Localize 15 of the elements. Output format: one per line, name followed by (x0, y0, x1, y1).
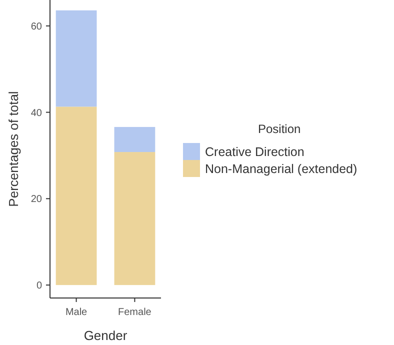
y-tick-label: 20 (30, 194, 42, 206)
y-tick-label: 0 (36, 280, 42, 292)
bar (56, 10, 97, 107)
x-axis-title: Gender (84, 328, 128, 343)
bar (114, 126, 156, 152)
legend-label: Creative Direction (205, 145, 304, 159)
bar (56, 106, 97, 286)
y-tick-label: 40 (30, 108, 42, 119)
x-tick-label: Female (118, 307, 152, 318)
y-axis-title: Percentages of total (6, 91, 21, 207)
x-tick-label: Male (65, 307, 88, 318)
legend-label: Non-Managerial (extended) (205, 162, 358, 176)
bar (114, 152, 156, 286)
legend-title: Position (258, 122, 301, 136)
y-tick-label: 60 (30, 21, 42, 32)
